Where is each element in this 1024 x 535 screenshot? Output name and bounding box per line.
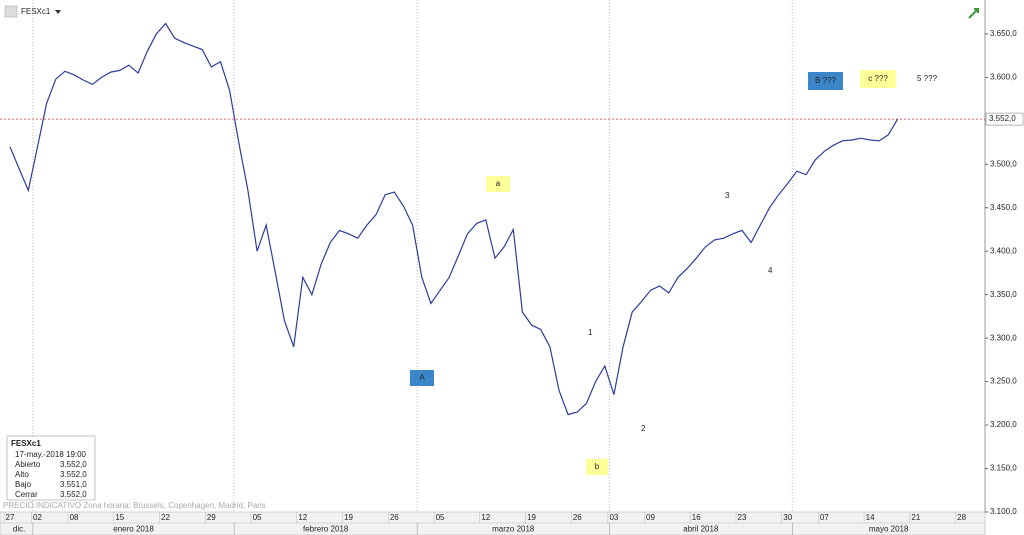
x-tick-label: 14 <box>866 513 875 522</box>
x-tick-label: 07 <box>820 513 829 522</box>
info-label: Cerrar <box>15 490 38 499</box>
annotation-box <box>410 370 434 386</box>
info-value: 3.552,0 <box>60 490 87 499</box>
month-label: dic. <box>13 525 25 534</box>
x-tick-label: 26 <box>390 513 399 522</box>
y-tick-label: 3.150,0 <box>990 464 1017 473</box>
month-label: marzo 2018 <box>492 525 535 534</box>
x-tick-label: 28 <box>957 513 966 522</box>
x-tick-label: 22 <box>161 513 170 522</box>
y-tick-label: 3.250,0 <box>990 377 1017 386</box>
dropdown-arrow[interactable] <box>55 10 61 14</box>
y-tick-label: 3.400,0 <box>990 246 1017 255</box>
x-tick-label: 19 <box>344 513 353 522</box>
y-axis-area <box>985 0 1024 535</box>
x-tick-label: 12 <box>481 513 490 522</box>
info-label: Bajo <box>15 480 32 489</box>
annotation-box <box>808 72 843 90</box>
annotation-label: B ??? <box>815 76 836 85</box>
info-value: 3.551,0 <box>60 480 87 489</box>
symbol-icon[interactable] <box>4 5 18 18</box>
annotation-label: 5 ??? <box>917 74 938 83</box>
month-label: mayo 2018 <box>869 525 909 534</box>
price-line <box>9 22 899 416</box>
annotation-label: 3 <box>725 191 730 200</box>
x-tick-label: 21 <box>911 513 920 522</box>
y-tick-label: 3.500,0 <box>990 159 1017 168</box>
last-value-box <box>985 112 1024 126</box>
y-tick-label: 3.100,0 <box>990 507 1017 516</box>
y-tick-label: 3.300,0 <box>990 333 1017 342</box>
trend-icon[interactable] <box>968 8 979 19</box>
y-tick-label: 3.450,0 <box>990 203 1017 212</box>
annotation-label: 4 <box>768 266 773 275</box>
info-datetime: 17-may.-2018 19:00 <box>15 450 87 459</box>
annotation-box <box>486 176 510 192</box>
x-tick-label: 29 <box>207 513 216 522</box>
x-tick-label: 09 <box>646 513 655 522</box>
x-tick-label: 02 <box>33 513 42 522</box>
watermark: PRECIO INDICATIVO Zona horaria: Brussels… <box>3 501 266 510</box>
month-label: enero 2018 <box>113 525 154 534</box>
x-tick-label: 03 <box>609 513 618 522</box>
info-value: 3.552,0 <box>60 460 87 469</box>
y-tick-label: 3.200,0 <box>990 420 1017 429</box>
x-tick-label: 05 <box>253 513 262 522</box>
annotation-label: A <box>419 373 425 382</box>
x-tick-label: 16 <box>692 513 701 522</box>
annotation-label: 2 <box>641 424 646 433</box>
annotation-box <box>860 70 896 88</box>
x-axis-area <box>0 511 986 535</box>
info-title: FESXc1 <box>11 439 41 448</box>
last-value-label: 3.552,0 <box>989 114 1016 123</box>
annotation-label: 1 <box>588 328 593 337</box>
x-tick-label: 23 <box>738 513 747 522</box>
info-label: Alto <box>15 470 29 479</box>
info-label: Abierto <box>15 460 41 469</box>
y-tick-label: 3.600,0 <box>990 72 1017 81</box>
x-tick-label: 27 <box>6 513 15 522</box>
y-tick-label: 3.650,0 <box>990 29 1017 38</box>
y-tick-label: 3.350,0 <box>990 290 1017 299</box>
x-tick-label: 30 <box>783 513 792 522</box>
chart-title[interactable]: FESXc1 <box>21 7 51 16</box>
month-label: febrero 2018 <box>303 525 349 534</box>
info-value: 3.552,0 <box>60 470 87 479</box>
x-tick-label: 12 <box>298 513 307 522</box>
x-tick-label: 15 <box>115 513 124 522</box>
x-tick-label: 26 <box>573 513 582 522</box>
month-label: abril 2018 <box>683 525 719 534</box>
annotation-label: a <box>496 179 501 188</box>
x-tick-label: 19 <box>527 513 536 522</box>
annotation-label: b <box>595 462 600 471</box>
x-tick-label: 08 <box>70 513 79 522</box>
info-box <box>6 435 96 501</box>
annotation-label: c ??? <box>868 74 888 83</box>
annotation-box <box>586 459 608 475</box>
x-tick-label: 05 <box>436 513 445 522</box>
